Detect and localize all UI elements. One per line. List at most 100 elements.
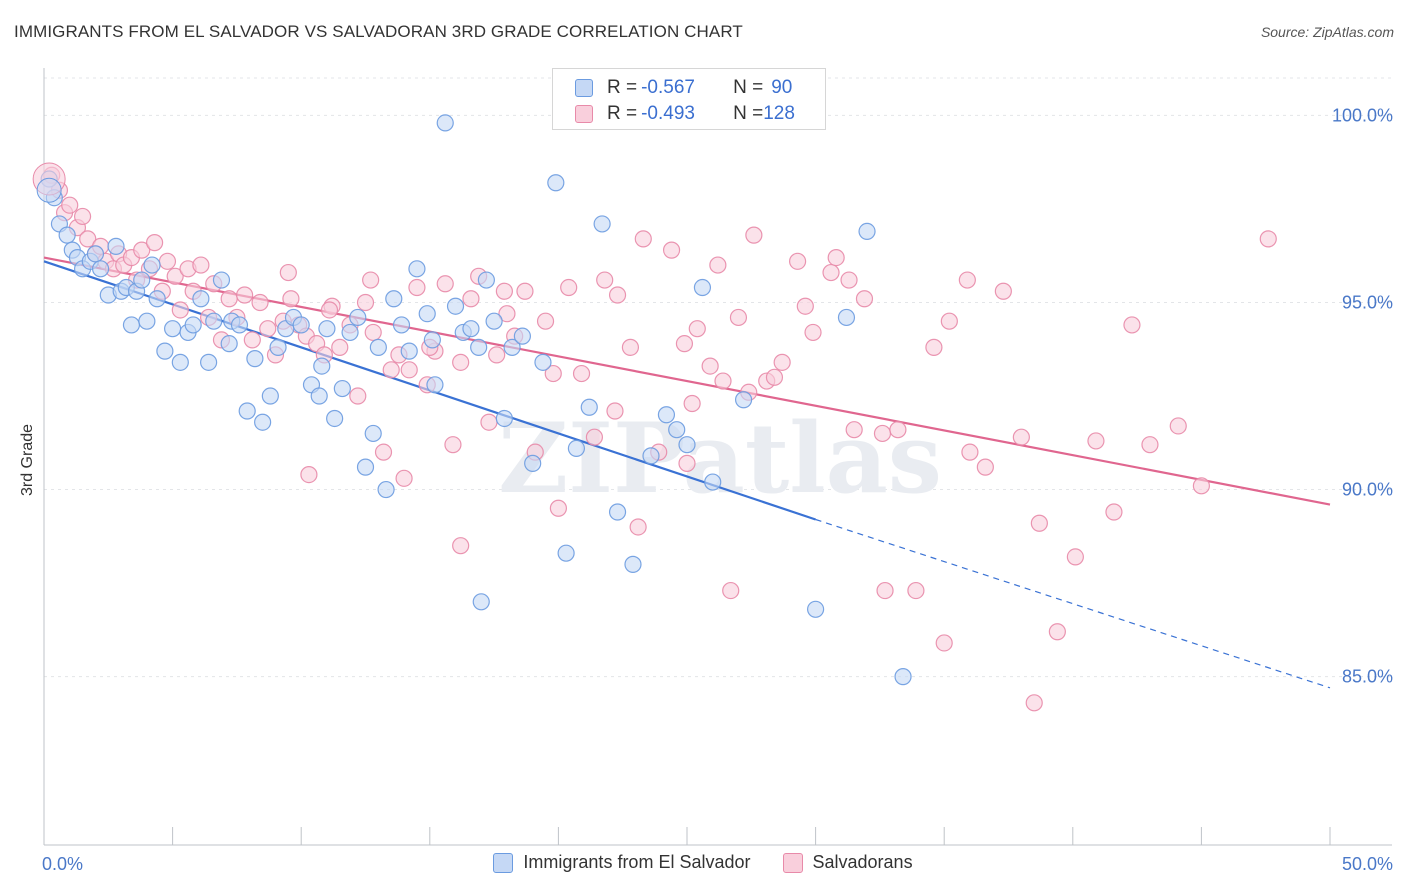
point-salvadorans: [495, 282, 513, 300]
point-immigrants: [503, 338, 521, 356]
point-immigrants: [894, 668, 912, 686]
point-salvadorans: [1048, 623, 1066, 641]
point-salvadorans: [300, 465, 318, 484]
point-salvadorans: [279, 263, 297, 282]
point-salvadorans: [606, 402, 624, 420]
point-salvadorans: [251, 293, 269, 312]
point-immigrants: [408, 260, 426, 278]
point-salvadorans: [320, 301, 339, 319]
point-salvadorans: [572, 364, 591, 383]
point-salvadorans: [958, 271, 976, 289]
point-immigrants: [138, 312, 156, 330]
point-immigrants: [806, 600, 825, 618]
point-immigrants: [446, 297, 465, 315]
point-immigrants: [400, 342, 418, 360]
point-immigrants: [837, 308, 856, 327]
point-immigrants: [580, 398, 598, 416]
legend-swatch-blue: [493, 852, 514, 873]
point-immigrants: [524, 454, 542, 472]
point-salvadorans: [408, 278, 426, 297]
point-salvadorans: [1030, 514, 1048, 532]
n-label: N =: [733, 77, 764, 98]
y-tick-label: 95.0%: [1342, 292, 1393, 312]
point-salvadorans: [549, 499, 568, 517]
point-salvadorans: [845, 421, 863, 439]
data-points: [32, 114, 1277, 712]
point-immigrants: [557, 544, 575, 562]
point-salvadorans: [349, 387, 367, 405]
point-immigrants: [693, 278, 712, 297]
point-immigrants: [513, 327, 531, 345]
point-salvadorans: [925, 338, 943, 356]
point-immigrants: [364, 424, 382, 443]
point-salvadorans: [356, 293, 375, 312]
point-immigrants: [230, 316, 249, 334]
point-immigrants: [477, 271, 495, 289]
point-salvadorans: [1259, 230, 1277, 248]
point-salvadorans: [889, 421, 907, 439]
point-immigrants: [349, 308, 367, 327]
point-immigrants: [292, 316, 310, 334]
point-immigrants: [472, 593, 490, 611]
point-salvadorans: [683, 394, 701, 413]
point-salvadorans: [331, 338, 349, 356]
point-immigrants: [184, 316, 202, 334]
point-immigrants: [858, 222, 876, 240]
point-salvadorans: [621, 338, 640, 356]
point-salvadorans: [961, 443, 979, 461]
point-immigrants: [58, 226, 76, 244]
point-salvadorans: [675, 335, 694, 353]
point-immigrants: [261, 387, 279, 405]
point-salvadorans: [765, 368, 784, 386]
point-salvadorans: [876, 581, 894, 600]
n-value: 90: [771, 77, 793, 98]
point-salvadorans: [873, 424, 892, 443]
source-label: Source: ZipAtlas.com: [1260, 24, 1394, 40]
point-salvadorans: [192, 256, 210, 274]
point-salvadorans: [158, 252, 177, 270]
point-salvadorans: [166, 267, 184, 285]
point-immigrants: [485, 312, 503, 330]
point-salvadorans: [498, 305, 516, 323]
point-salvadorans: [133, 241, 151, 259]
point-salvadorans: [452, 537, 470, 555]
x-tick-label: 50.0%: [1342, 854, 1393, 874]
point-immigrants: [86, 245, 105, 263]
point-immigrants: [642, 447, 660, 465]
y-axis-label: 3rd Grade: [19, 424, 36, 496]
point-immigrants: [462, 320, 480, 338]
point-salvadorans: [395, 469, 413, 487]
point-salvadorans: [1066, 548, 1084, 566]
point-salvadorans: [436, 275, 454, 293]
point-immigrants: [164, 320, 182, 338]
point-salvadorans: [701, 357, 719, 375]
point-salvadorans: [516, 282, 534, 300]
point-salvadorans: [1141, 436, 1159, 454]
point-salvadorans: [462, 290, 480, 308]
point-salvadorans: [1192, 477, 1211, 495]
point-salvadorans: [282, 290, 300, 308]
point-salvadorans: [480, 413, 498, 431]
point-immigrants: [200, 353, 218, 371]
point-salvadorans: [840, 271, 858, 289]
point-salvadorans: [400, 361, 418, 379]
blue-swatch: [575, 79, 593, 97]
point-immigrants: [133, 271, 151, 289]
point-immigrants: [220, 335, 238, 353]
point-salvadorans: [822, 263, 840, 282]
point-immigrants: [107, 237, 125, 255]
point-immigrants: [326, 409, 344, 428]
r-value: -0.493: [641, 103, 695, 124]
point-salvadorans: [709, 256, 727, 274]
point-immigrants: [734, 391, 753, 409]
point-salvadorans: [79, 230, 97, 248]
point-immigrants: [704, 473, 722, 491]
point-salvadorans: [488, 346, 506, 364]
point-salvadorans: [364, 323, 382, 342]
point-salvadorans: [608, 286, 627, 304]
point-immigrants: [36, 177, 62, 203]
point-salvadorans: [1105, 503, 1123, 521]
point-salvadorans: [171, 301, 189, 319]
point-immigrants: [547, 174, 565, 192]
